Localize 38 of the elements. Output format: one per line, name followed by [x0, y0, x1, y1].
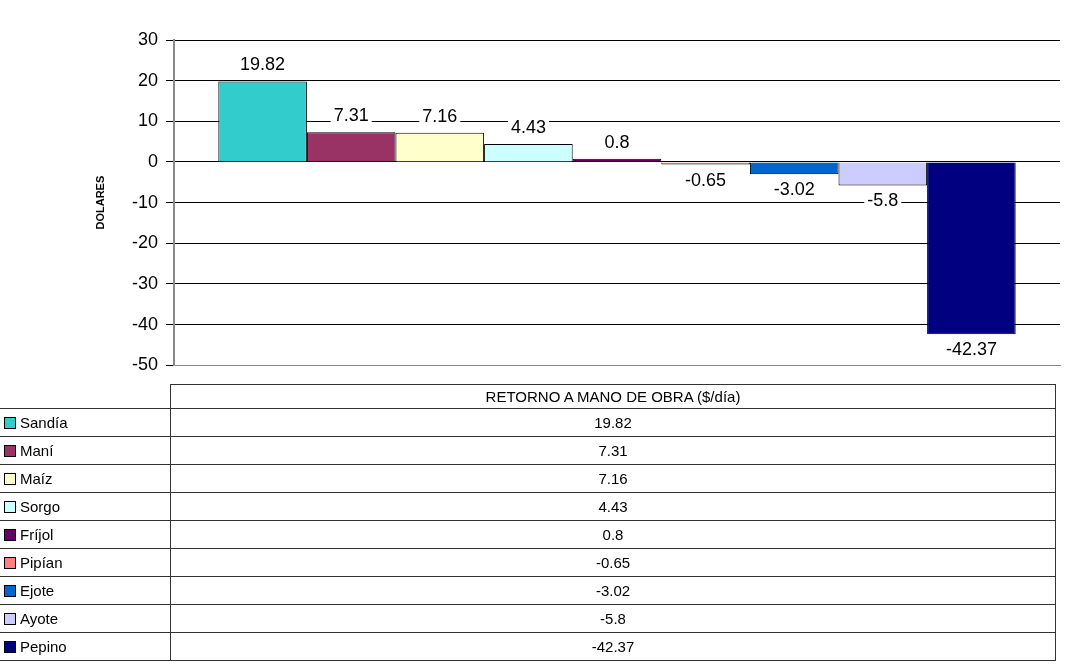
x-tick-label: RETORNO A MANO DE OBRA ($/día) [170, 384, 1056, 409]
legend-label: Pepino [0, 632, 171, 661]
text: -5.8 [170, 604, 1056, 633]
data-label: 0.8 [604, 131, 630, 152]
legend-label: Maní [0, 436, 171, 465]
text: -42.37 [170, 632, 1056, 661]
legend-label: Ayote [0, 604, 171, 633]
y-tick-label: 30 [137, 28, 158, 49]
text: 19.82 [170, 408, 1056, 437]
data-label: -0.65 [685, 169, 727, 190]
legend-label: Maíz [0, 464, 171, 493]
data-label: 7.16 [422, 105, 458, 126]
y-tick-label: 20 [137, 69, 158, 90]
y-tick-label: -30 [131, 272, 158, 293]
data-label: -3.02 [773, 179, 815, 200]
data-label: -42.37 [945, 339, 997, 360]
y-tick-label: -20 [131, 232, 158, 253]
text: 7.31 [170, 436, 1056, 465]
legend-label: Ejote [0, 576, 171, 605]
legend-label: Fríjol [0, 520, 171, 549]
text: -0.65 [170, 548, 1056, 577]
data-label: 7.31 [333, 105, 369, 126]
text: 7.16 [170, 464, 1056, 493]
y-tick-label: 0 [147, 150, 158, 171]
legend-label: Sandía [0, 408, 171, 437]
data-label: 19.82 [240, 54, 286, 75]
data-label: 4.43 [510, 116, 546, 137]
y-tick-label: -50 [131, 354, 158, 375]
legend-label: Pipían [0, 548, 171, 577]
text: 4.43 [170, 492, 1056, 521]
y-axis-title: DOLARES [93, 175, 106, 230]
y-tick-label: -10 [131, 191, 158, 212]
y-tick-label: 10 [137, 110, 158, 131]
text: 0.8 [170, 520, 1056, 549]
y-tick-label: -40 [131, 313, 158, 334]
legend-label: Sorgo [0, 492, 171, 521]
text: -3.02 [170, 576, 1056, 605]
data-label: -5.8 [867, 190, 899, 211]
